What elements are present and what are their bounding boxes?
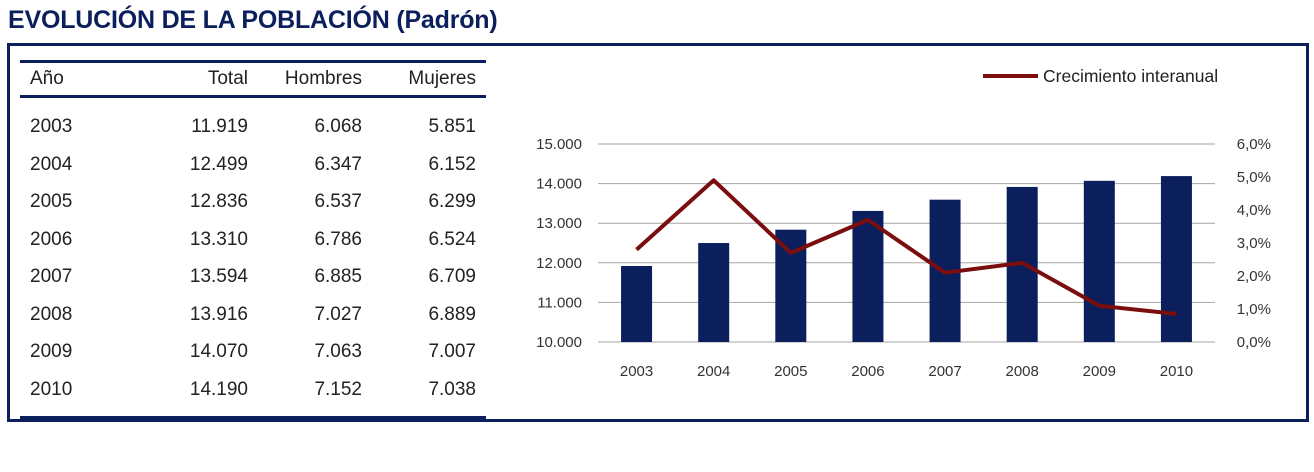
- left-axis-tick: 11.000: [537, 294, 582, 311]
- cell-total: 14.070: [189, 341, 248, 362]
- content-frame: Año Total Hombres Mujeres 2003 11.919 6.06…: [7, 43, 1309, 422]
- bar: [698, 243, 730, 342]
- table-row: 2006 13.310 6.786 6.524: [20, 225, 486, 263]
- cell-women: 6.152: [428, 153, 476, 175]
- cell-men: 6.347: [314, 153, 362, 175]
- cell-year: 2010: [30, 378, 73, 400]
- cell-men: 7.027: [314, 303, 362, 325]
- cell-women: 6.709: [428, 266, 476, 287]
- population-table: Año Total Hombres Mujeres 2003 11.919 6.06…: [20, 60, 486, 419]
- cell-women: 5.851: [428, 116, 476, 137]
- cell-women: 7.007: [428, 341, 476, 362]
- right-axis-tick: 4,0%: [1237, 202, 1271, 219]
- table-header-rule: [20, 95, 486, 98]
- cell-total: 12.836: [189, 191, 248, 212]
- cell-year: 2008: [30, 303, 73, 325]
- x-axis-tick: 2008: [1006, 363, 1039, 380]
- cell-year: 2003: [30, 116, 73, 137]
- left-axis-tick: 15.000: [536, 136, 582, 153]
- right-axis-tick: 6,0%: [1237, 136, 1271, 153]
- cell-total: 11.919: [191, 116, 248, 137]
- cell-year: 2004: [30, 153, 73, 175]
- table-row: 2003 11.919 6.068 5.851: [20, 112, 486, 150]
- right-axis-tick: 3,0%: [1237, 235, 1271, 252]
- bar: [1083, 180, 1115, 342]
- bar: [1160, 176, 1192, 342]
- x-axis-tick: 2006: [851, 363, 884, 380]
- left-axis-tick: 12.000: [536, 255, 582, 272]
- left-axis-tick: 10.000: [536, 334, 582, 351]
- cell-men: 6.537: [314, 191, 362, 212]
- table-row: 2009 14.070 7.063 7.007: [20, 337, 486, 375]
- table-row: 2010 14.190 7.152 7.038: [20, 375, 486, 413]
- x-axis-tick: 2007: [928, 363, 961, 380]
- table-body: 2003 11.919 6.068 5.851 2004 12.499 6.347 6.152…: [20, 98, 486, 416]
- cell-women: 6.299: [428, 191, 476, 212]
- legend-label: Crecimiento interanual: [1043, 66, 1218, 86]
- table-row: 2005 12.836 6.537 6.299: [20, 187, 486, 225]
- x-axis-tick: 2005: [774, 363, 807, 380]
- cell-total: 12.499: [189, 153, 248, 175]
- table-row: 2004 12.499 6.347 6.152: [20, 150, 486, 188]
- cell-men: 7.152: [314, 378, 362, 400]
- cell-women: 7.038: [428, 378, 476, 400]
- table-header: Año Total Hombres Mujeres: [20, 63, 486, 95]
- right-axis-tick: 5,0%: [1237, 169, 1271, 186]
- cell-men: 6.786: [314, 228, 362, 250]
- left-axis-tick: 14.000: [536, 176, 582, 193]
- cell-men: 6.068: [314, 116, 362, 137]
- cell-year: 2007: [30, 266, 73, 287]
- table-row: 2007 13.594 6.885 6.709: [20, 262, 486, 300]
- bar: [852, 210, 884, 342]
- cell-total: 13.594: [189, 266, 248, 287]
- x-axis-tick: 2009: [1083, 363, 1116, 380]
- header-total: Total: [207, 68, 248, 89]
- page-title: EVOLUCIÓN DE LA POBLACIÓN (Padrón): [8, 6, 498, 34]
- cell-year: 2006: [30, 228, 73, 250]
- x-axis-tick: 2004: [697, 363, 730, 380]
- table-top-rule: [20, 60, 486, 63]
- cell-women: 6.889: [428, 303, 476, 325]
- header-men: Hombres: [284, 68, 362, 89]
- cell-total: 13.916: [189, 303, 248, 325]
- header-women: Mujeres: [408, 68, 476, 89]
- cell-women: 6.524: [428, 228, 476, 250]
- table-bottom-rule: [20, 416, 486, 419]
- cell-year: 2005: [30, 191, 73, 212]
- x-axis-tick: 2003: [620, 363, 653, 380]
- growth-line: [635, 178, 1177, 316]
- left-axis-tick: 13.000: [536, 215, 582, 232]
- x-axis-tick: 2010: [1160, 363, 1193, 380]
- right-axis-tick: 2,0%: [1237, 268, 1271, 285]
- cell-total: 14.190: [189, 378, 248, 400]
- bar: [621, 266, 653, 342]
- header-year: Año: [30, 68, 64, 89]
- cell-year: 2009: [30, 341, 73, 362]
- cell-men: 7.063: [314, 341, 362, 362]
- right-axis-tick: 0,0%: [1237, 334, 1271, 351]
- cell-men: 6.885: [314, 266, 362, 287]
- table-row: 2008 13.916 7.027 6.889: [20, 300, 486, 338]
- right-axis-tick: 1,0%: [1237, 301, 1271, 318]
- cell-total: 13.310: [189, 228, 248, 250]
